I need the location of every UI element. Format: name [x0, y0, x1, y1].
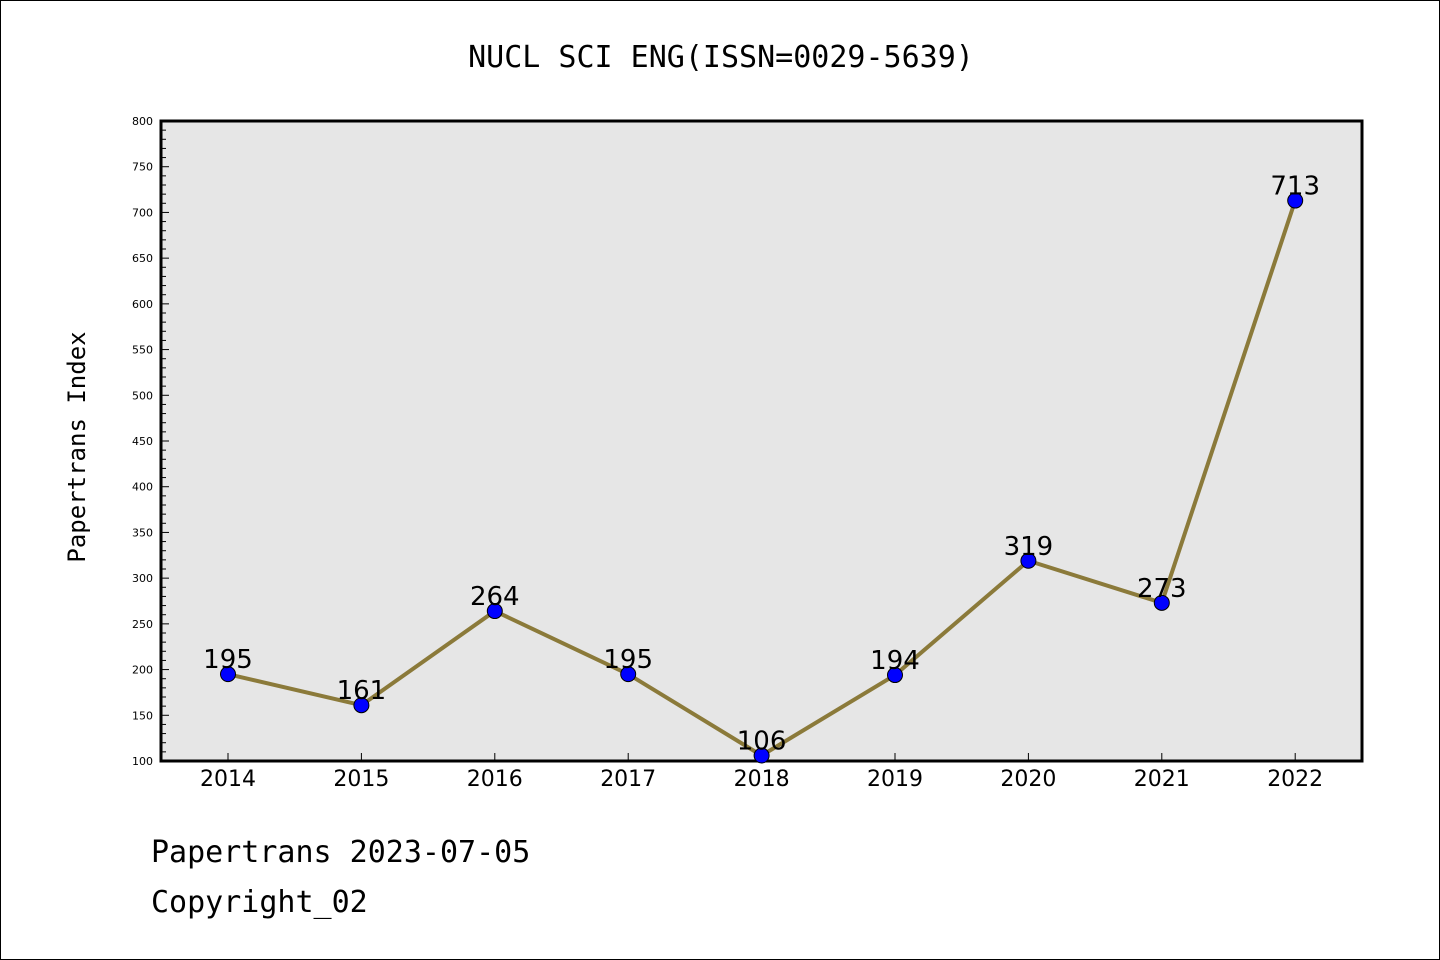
y-tick-label: 600 [132, 298, 153, 311]
x-tick-label: 2021 [1134, 767, 1190, 792]
x-tick-label: 2022 [1267, 767, 1323, 792]
data-point [887, 667, 903, 684]
y-tick-label: 800 [132, 115, 153, 128]
x-tick-label: 2016 [467, 767, 523, 792]
data-label: 713 [1270, 172, 1320, 202]
data-point [1020, 552, 1037, 569]
x-tick-label: 2015 [333, 767, 389, 792]
y-tick-label: 750 [132, 161, 153, 174]
data-point [486, 603, 503, 620]
y-tick-label: 250 [132, 618, 153, 631]
data-label: 195 [603, 645, 653, 675]
x-tick-label: 2020 [1000, 767, 1056, 792]
y-tick-label: 500 [132, 389, 153, 402]
y-tick-label: 150 [132, 709, 153, 722]
y-tick-label: 400 [132, 481, 153, 494]
data-point [353, 697, 370, 714]
data-label: 319 [1004, 532, 1054, 562]
x-axis-ticks: 2014 2015 2016 2017 2018 2019 2020 2021 2022 [200, 753, 1323, 792]
x-tick-label: 2014 [200, 767, 256, 792]
y-tick-label: 650 [132, 252, 153, 265]
y-tick-label: 450 [132, 435, 153, 448]
data-point [753, 747, 770, 764]
data-point [1153, 594, 1170, 611]
x-tick-label: 2018 [734, 767, 790, 792]
y-tick-label: 100 [132, 755, 153, 768]
y-tick-label: 350 [132, 526, 153, 539]
y-tick-label: 200 [132, 664, 153, 677]
chart-title: NUCL SCI ENG(ISSN=0029-5639) [468, 40, 974, 75]
footer-copyright-text: Copyright_02 [151, 885, 368, 920]
data-label: 161 [337, 676, 387, 706]
data-label: 264 [470, 582, 520, 612]
plot-area [159, 119, 1364, 763]
data-label: 194 [870, 646, 920, 676]
data-label: 195 [203, 645, 253, 675]
data-point [220, 666, 236, 683]
footer-date-text: Papertrans 2023-07-05 [151, 835, 531, 870]
x-tick-label: 2017 [600, 767, 656, 792]
y-axis-label: Papertrans Index [63, 331, 91, 562]
data-label: 106 [737, 727, 787, 757]
y-tick-label: 700 [132, 206, 153, 219]
data-point [1287, 192, 1304, 209]
x-tick-label: 2019 [867, 767, 923, 792]
data-label: 273 [1137, 574, 1187, 604]
series-line-group [220, 192, 1304, 764]
y-tick-label: 300 [132, 572, 153, 585]
y-tick-label: 550 [132, 344, 153, 357]
y-axis-ticks: 100 150 200 250 300 350 400 450 500 550 600 650 700 7… [132, 115, 169, 768]
data-label-group: 195 161 264 195 106 194 319 273 713 [203, 172, 1320, 757]
data-point [620, 666, 637, 683]
